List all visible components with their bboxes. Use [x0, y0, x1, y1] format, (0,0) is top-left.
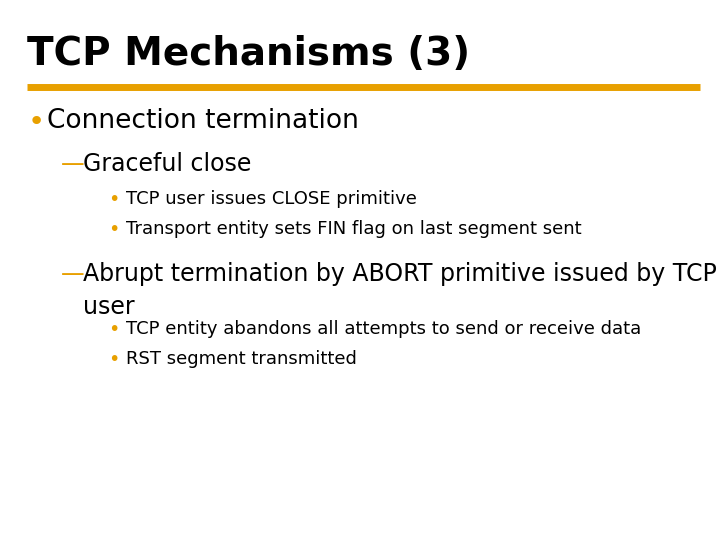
- Text: Abrupt termination by ABORT primitive issued by TCP
user: Abrupt termination by ABORT primitive is…: [83, 262, 716, 319]
- Text: •: •: [108, 350, 120, 369]
- Text: Connection termination: Connection termination: [47, 108, 359, 134]
- Text: —: —: [61, 262, 85, 286]
- Text: •: •: [108, 190, 120, 209]
- Text: Transport entity sets FIN flag on last segment sent: Transport entity sets FIN flag on last s…: [126, 220, 582, 238]
- Text: •: •: [108, 220, 120, 239]
- Text: TCP Mechanisms (3): TCP Mechanisms (3): [27, 35, 470, 73]
- Text: •: •: [108, 320, 120, 339]
- Text: TCP entity abandons all attempts to send or receive data: TCP entity abandons all attempts to send…: [126, 320, 642, 338]
- Text: RST segment transmitted: RST segment transmitted: [126, 350, 357, 368]
- Text: •: •: [27, 108, 45, 136]
- Text: Graceful close: Graceful close: [83, 152, 251, 176]
- Text: —: —: [61, 152, 85, 176]
- Text: TCP user issues CLOSE primitive: TCP user issues CLOSE primitive: [126, 190, 417, 208]
